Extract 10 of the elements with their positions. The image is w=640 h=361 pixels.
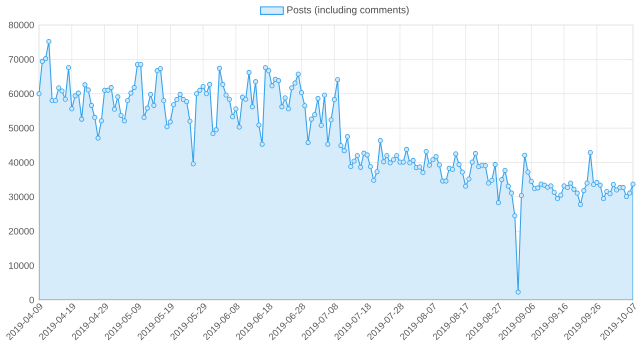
y-tick-label: 30000 [8, 194, 34, 200]
y-tick-label: 60000 [8, 90, 34, 98]
y-tick-label: 50000 [8, 124, 34, 132]
y-tick-label: 0 [29, 296, 34, 304]
y-tick-label: 80000 [8, 22, 34, 28]
y-tick-label: 70000 [8, 56, 34, 63]
y-tick-label: 20000 [8, 228, 34, 235]
y-tick-label: 10000 [9, 262, 34, 269]
y-tick-label: 40000 [8, 159, 34, 166]
legend-label: Posts (including comments) [287, 6, 409, 16]
